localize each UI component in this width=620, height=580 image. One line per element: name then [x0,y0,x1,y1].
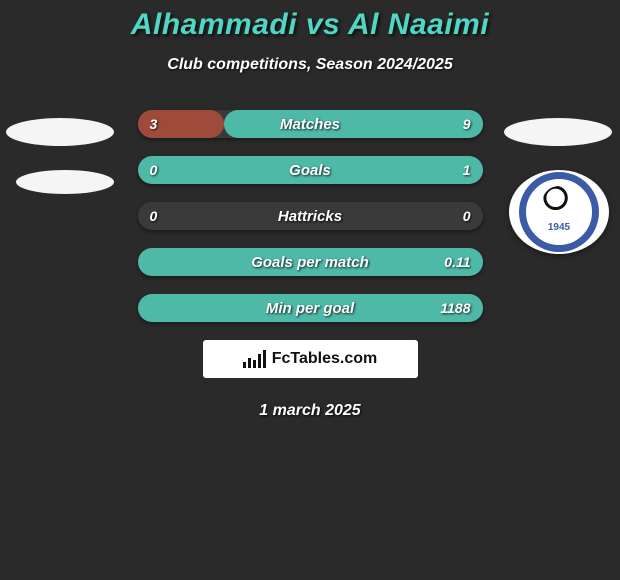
stat-value-right: 1188 [440,294,470,322]
stat-bar-right [224,110,483,138]
stat-label: Goals per match [251,254,369,271]
stat-row: 0 Goals 1 [138,156,483,184]
stat-label: Hattricks [278,208,342,225]
stat-row: Min per goal 1188 [138,294,483,322]
stat-value-left: 0 [150,202,158,230]
club-year: 1945 [548,222,570,233]
left-player-column [6,118,116,218]
stat-value-left: 3 [150,110,158,138]
stat-row: 3 Matches 9 [138,110,483,138]
stat-label: Min per goal [266,300,354,317]
stat-value-right: 0.11 [444,248,470,276]
stat-value-right: 9 [463,110,471,138]
club-badge: 1945 [509,170,609,254]
stats-list: 3 Matches 9 0 Goals 1 0 Hattricks 0 Goals per mat… [138,110,483,322]
subtitle: Club competitions, Season 2024/2025 [0,56,620,74]
brand-text: FcTables.com [272,350,378,368]
comparison-card: Alhammadi vs Al Naaimi Club competitions… [0,0,620,420]
stat-label: Matches [280,116,340,133]
stat-value-right: 1 [463,156,471,184]
player-photo-placeholder [6,118,114,146]
stat-value-right: 0 [463,202,471,230]
football-icon [542,186,576,220]
stat-label: Goals [289,162,331,179]
brand-banner[interactable]: FcTables.com [203,340,418,378]
club-logo-placeholder [16,170,114,194]
stat-row: Goals per match 0.11 [138,248,483,276]
date-label: 1 march 2025 [0,402,620,420]
page-title: Alhammadi vs Al Naaimi [0,8,620,42]
player-photo-placeholder [504,118,612,146]
right-player-column: 1945 [504,118,614,254]
chart-icon [243,350,266,368]
stat-value-left: 0 [150,156,158,184]
stat-row: 0 Hattricks 0 [138,202,483,230]
